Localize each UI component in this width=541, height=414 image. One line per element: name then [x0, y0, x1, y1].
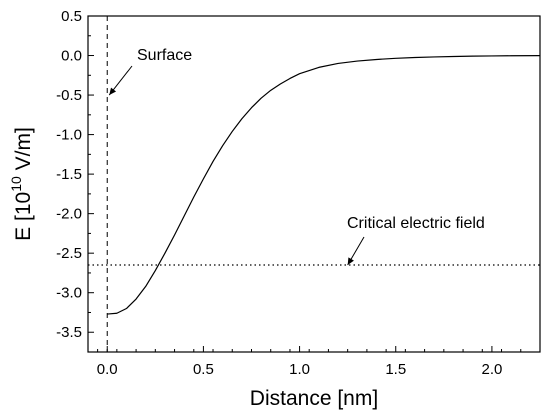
- axes: [87, 15, 541, 353]
- y-axis-title-suffix: V/m]: [12, 127, 35, 176]
- x-tick-label: 0.5: [193, 361, 214, 378]
- critical-field-annotation-label: Critical electric field: [347, 215, 485, 232]
- y-tick-label: -3.5: [56, 324, 82, 341]
- surface-annotation-arrowhead: [109, 87, 117, 96]
- reference-lines: [88, 16, 540, 352]
- critical-field-annotation-arrowhead: [347, 257, 354, 266]
- y-tick-label: -3.0: [56, 285, 82, 302]
- y-tick-label: 0.5: [61, 8, 82, 25]
- y-tick-label: -2.0: [56, 206, 82, 223]
- y-tick-label: -2.5: [56, 245, 82, 262]
- x-tick-label: 1.5: [385, 361, 406, 378]
- ticks: 0.0 0.5 1.0 1.5 2.0 0.5 0.0 -0.5 -1.0 -1.5 -2.0 -2.…: [56, 8, 522, 378]
- y-tick-label: -1.0: [56, 127, 82, 144]
- y-axis-title: E [1010 V/m]: [8, 127, 35, 241]
- y-axis-title-prefix: E [10: [12, 192, 35, 241]
- surface-annotation-label: Surface: [137, 47, 192, 64]
- x-tick-label: 0.0: [97, 361, 118, 378]
- y-tick-label: -1.5: [56, 166, 82, 183]
- annotations: Surface Critical electric field: [108, 47, 485, 266]
- plot-frame: [87, 15, 541, 353]
- x-tick-label: 2.0: [481, 361, 502, 378]
- series-layer: [107, 55, 541, 315]
- x-tick-label: 1.0: [289, 361, 310, 378]
- y-tick-label: 0.0: [61, 48, 82, 65]
- y-tick-label: -0.5: [56, 87, 82, 104]
- y-axis-title-exponent: 10: [8, 176, 24, 192]
- x-axis-title: Distance [nm]: [250, 387, 378, 410]
- field-curve: [107, 55, 541, 315]
